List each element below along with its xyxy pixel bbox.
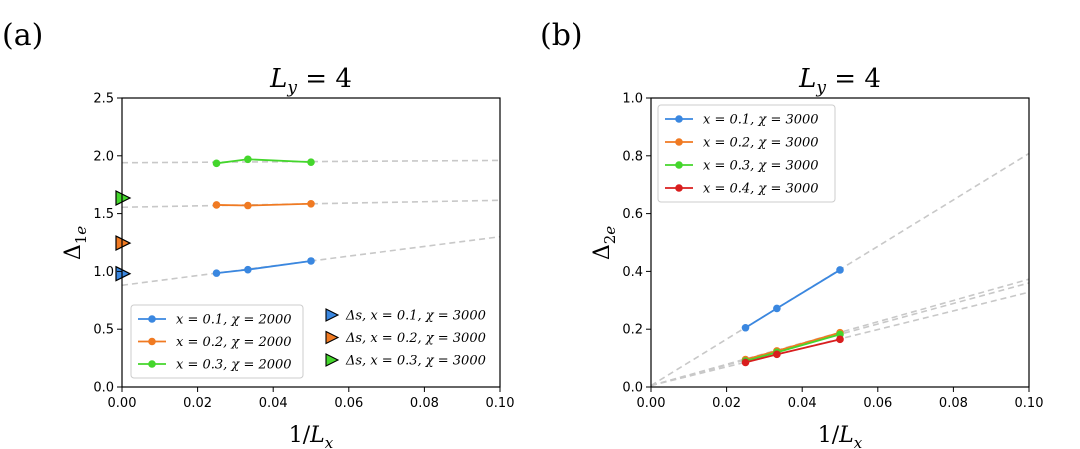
data-point — [212, 269, 221, 277]
legend-dot — [675, 184, 683, 192]
panel-a-ticks: 0.00 0.02 0.04 0.06 0.08 0.10 0.0 0.5 1.0 1.5 2.0 2… — [93, 92, 514, 412]
data-point — [244, 265, 252, 274]
panel-a-legend: x = 0.1, χ = 2000 x = 0.2, χ = 2000 x = 0.… — [130, 304, 304, 379]
panel-b-label: (b) — [540, 18, 583, 53]
legend-dot — [148, 337, 156, 346]
x-tick-label: 0.04 — [788, 396, 817, 411]
x-tick-label: 0.06 — [863, 396, 892, 411]
legend-label: Δs, x = 0.2, χ = 3000 — [345, 331, 486, 346]
panel-a-legend-markers: Δs, x = 0.1, χ = 3000 Δs, x = 0.2, χ = 30… — [325, 308, 486, 369]
panel-a-markers — [115, 190, 132, 282]
data-point — [244, 201, 252, 210]
legend-dot — [675, 138, 683, 146]
legend-marker — [325, 353, 340, 367]
legend-label: x = 0.2, χ = 3000 — [703, 136, 819, 151]
series-line — [745, 333, 841, 362]
panel-a-xlabel: 1/Lx — [289, 423, 334, 449]
delta-s-marker — [115, 235, 132, 252]
series-line — [745, 338, 841, 364]
y-tick-label: 0.0 — [622, 381, 643, 396]
series-line — [745, 331, 841, 361]
legend-label: x = 0.3, χ = 3000 — [703, 159, 819, 174]
panel-b-title: Ly = 4 — [798, 64, 881, 98]
panel-a-ylabel: Δ1e — [61, 226, 90, 260]
y-tick-label: 2.0 — [93, 149, 114, 164]
legend-label: x = 0.4, χ = 3000 — [703, 182, 819, 197]
legend-label: Δs, x = 0.3, χ = 3000 — [345, 354, 486, 369]
data-point — [244, 155, 252, 164]
y-tick-label: 0.5 — [93, 323, 114, 338]
panel-a-frame — [121, 97, 501, 388]
legend-dot — [675, 161, 683, 169]
fit-line — [121, 199, 501, 209]
data-point — [836, 335, 844, 344]
fit-line — [121, 159, 501, 164]
y-tick-label: 0.0 — [93, 381, 114, 396]
panel-a-fit-lines — [121, 159, 501, 287]
y-tick-label: 0.6 — [622, 207, 643, 222]
legend-label: x = 0.3, χ = 2000 — [176, 358, 292, 373]
legend-marker — [325, 308, 340, 322]
data-point — [307, 199, 315, 208]
panel-b-xlabel: 1/Lx — [818, 423, 863, 449]
x-tick-label: 0.02 — [712, 396, 741, 411]
delta-s-marker — [115, 190, 132, 206]
x-tick-label: 0.10 — [1015, 396, 1044, 411]
y-tick-label: 1.0 — [622, 92, 643, 107]
panel-b-series — [741, 266, 844, 367]
data-point — [773, 350, 781, 359]
panel-b-ylabel: Δ2e — [590, 226, 619, 260]
data-point — [212, 201, 221, 209]
data-point — [836, 266, 844, 274]
legend-marker — [325, 330, 340, 345]
legend-label: x = 0.1, χ = 3000 — [703, 113, 819, 128]
x-tick-label: 0.04 — [259, 396, 288, 411]
legend-dot — [148, 360, 156, 368]
x-tick-label: 0.00 — [637, 396, 666, 411]
panel-a-legend-box — [130, 304, 304, 379]
series-line — [216, 260, 312, 275]
x-tick-label: 0.10 — [486, 396, 515, 411]
x-tick-label: 0.08 — [410, 396, 439, 411]
y-tick-label: 0.4 — [622, 265, 643, 280]
y-tick-label: 0.2 — [622, 323, 643, 338]
panel-a-label: (a) — [2, 18, 43, 53]
legend-dot — [148, 315, 156, 323]
legend-label: Δs, x = 0.1, χ = 3000 — [345, 309, 486, 324]
x-tick-label: 0.06 — [334, 396, 363, 411]
panel-b-chart: (b) Ly = 4 Δ2e 1/Lx 0.00 0.02 0.04 0.06 0.08… — [540, 18, 1043, 449]
x-tick-label: 0.02 — [183, 396, 212, 411]
data-point — [773, 304, 781, 313]
legend-label: x = 0.1, χ = 2000 — [176, 313, 292, 328]
legend-label: x = 0.2, χ = 2000 — [176, 335, 292, 350]
series-line — [745, 269, 841, 329]
x-tick-label: 0.00 — [108, 396, 137, 411]
y-tick-label: 1.0 — [93, 265, 114, 280]
legend-dot — [675, 115, 683, 123]
panel-a-series — [212, 155, 315, 277]
data-point — [212, 159, 221, 168]
data-point — [307, 158, 315, 166]
panel-b-legend-box — [657, 104, 836, 203]
y-tick-label: 2.5 — [93, 92, 114, 107]
y-tick-label: 1.5 — [93, 207, 114, 222]
panel-b-legend: x = 0.1, χ = 3000 x = 0.2, χ = 3000 x = 0.… — [657, 104, 836, 203]
data-point — [741, 323, 750, 332]
panel-b-ticks: 0.00 0.02 0.04 0.06 0.08 0.10 0.0 0.2 0.4 0.6 0.8 1… — [622, 92, 1043, 412]
data-point — [307, 257, 315, 265]
panel-a-chart: (a) Ly = 4 Δ1e 1/Lx 0.00 0.02 0.04 0.06 0.08… — [2, 18, 514, 449]
x-tick-label: 0.08 — [939, 396, 968, 411]
y-tick-label: 0.8 — [622, 149, 643, 164]
panel-b-frame — [650, 97, 1030, 388]
delta-s-marker — [115, 265, 132, 282]
panel-a-title: Ly = 4 — [269, 64, 352, 98]
data-point — [741, 358, 750, 367]
